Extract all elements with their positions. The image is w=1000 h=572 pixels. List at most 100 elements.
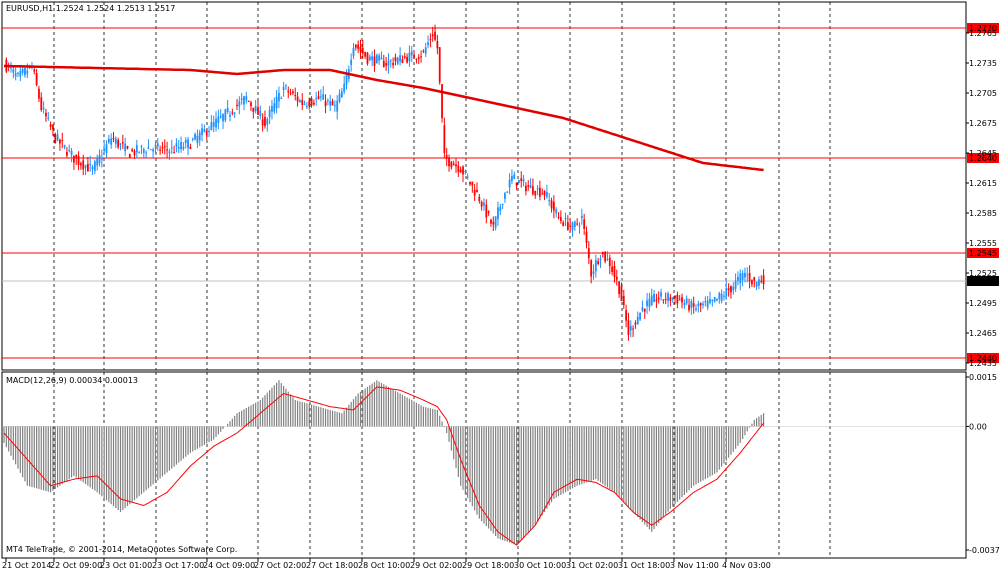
candle-body [389, 60, 392, 62]
candle-body [217, 116, 220, 123]
candle-body [529, 185, 532, 189]
candle-body [266, 119, 269, 125]
candle-body [177, 146, 180, 149]
candle-body [91, 166, 94, 170]
candle-body [487, 211, 490, 213]
candle-body [168, 151, 171, 153]
candle-body [438, 47, 441, 83]
candle-body [68, 150, 71, 152]
candle-body [716, 298, 718, 301]
candle-body [182, 146, 185, 149]
candle-body [480, 201, 483, 207]
candle-body [408, 52, 411, 62]
candle-body [42, 108, 45, 110]
candle-body [741, 272, 744, 280]
candle-body [590, 260, 593, 277]
chart-title: EURUSD,H1 1.2524 1.2524 1.2513 1.2517 [6, 4, 176, 13]
candle-body [427, 42, 429, 45]
candle-body [240, 98, 243, 100]
candle-body [478, 196, 481, 202]
candle-body [317, 96, 320, 99]
y-tick-label: 1.2765 [969, 29, 997, 38]
candle-body [184, 139, 187, 144]
candle-body [326, 100, 329, 102]
candle-body [229, 114, 231, 117]
candle-body [163, 146, 166, 148]
candle-body [406, 56, 408, 63]
candle-body [96, 157, 99, 166]
candle-body [720, 293, 723, 302]
candle-body [268, 109, 271, 118]
candle-body [625, 310, 628, 321]
candle-body [282, 87, 285, 90]
candle-body [653, 293, 655, 303]
price-panel-border [1, 1, 967, 371]
candle-body [166, 149, 168, 151]
candle-body [208, 130, 210, 133]
candle-body [231, 112, 234, 114]
candle-body [212, 121, 215, 127]
candle-body [683, 303, 686, 306]
candle-body [121, 142, 124, 144]
candle-body [14, 73, 17, 77]
candle-body [606, 258, 609, 260]
candle-body [562, 222, 565, 226]
candle-body [424, 47, 427, 54]
candle-body [762, 275, 765, 284]
candle-body [513, 174, 516, 180]
candle-body [662, 299, 665, 301]
candle-body [343, 83, 346, 92]
candle-body [21, 69, 24, 73]
candle-body [312, 102, 315, 105]
candle-body [245, 96, 248, 101]
candle-body [399, 55, 401, 62]
level-badge [967, 153, 999, 163]
candle-body [299, 100, 301, 102]
macd-panel-border [1, 371, 967, 559]
candle-body [54, 133, 57, 144]
candle-body [100, 157, 103, 160]
candle-body [627, 320, 630, 336]
candle-body [485, 204, 488, 218]
candle-body [403, 56, 406, 58]
x-tick-label: 22 Oct 09:00 [50, 561, 102, 570]
candle-body [699, 302, 702, 306]
candle-body [105, 144, 108, 153]
candle-body [294, 95, 297, 97]
candle-body [655, 299, 658, 302]
candle-body [497, 207, 499, 220]
candle-body [702, 303, 704, 306]
candle-body [38, 88, 40, 99]
candle-body [382, 60, 385, 68]
candle-body [254, 106, 257, 112]
y-tick-label: 1.2705 [969, 89, 997, 98]
candle-body [233, 112, 236, 114]
candle-body [690, 300, 693, 308]
candle-body [33, 69, 36, 72]
candle-body [107, 138, 110, 143]
y-tick-label: 1.2615 [969, 179, 997, 188]
candle-body [140, 146, 143, 148]
candle-body [751, 280, 753, 285]
macd-y-tick-label: 0.0015 [969, 373, 997, 382]
candle-body [301, 100, 304, 105]
candle-body [473, 189, 476, 196]
candle-body [24, 67, 26, 76]
candle-body [730, 286, 732, 293]
candle-body [368, 56, 371, 61]
candle-body [128, 154, 131, 159]
candle-body [236, 104, 238, 106]
level-label: 1.2440 [969, 354, 997, 363]
candle-body [506, 191, 509, 193]
candle-body [396, 57, 399, 64]
candle-body [331, 101, 334, 106]
macd-panel: 0.0015 0.00 -0.00375 [2, 373, 1000, 555]
candle-body [466, 176, 469, 178]
candle-body [10, 67, 12, 69]
candle-body [455, 164, 457, 167]
candle-body [629, 325, 632, 331]
y-tick-label: 1.2555 [969, 239, 997, 248]
candle-body [145, 152, 148, 154]
copyright-text: MT4 TeleTrade, © 2001-2014, MetaQuotes S… [6, 545, 238, 554]
